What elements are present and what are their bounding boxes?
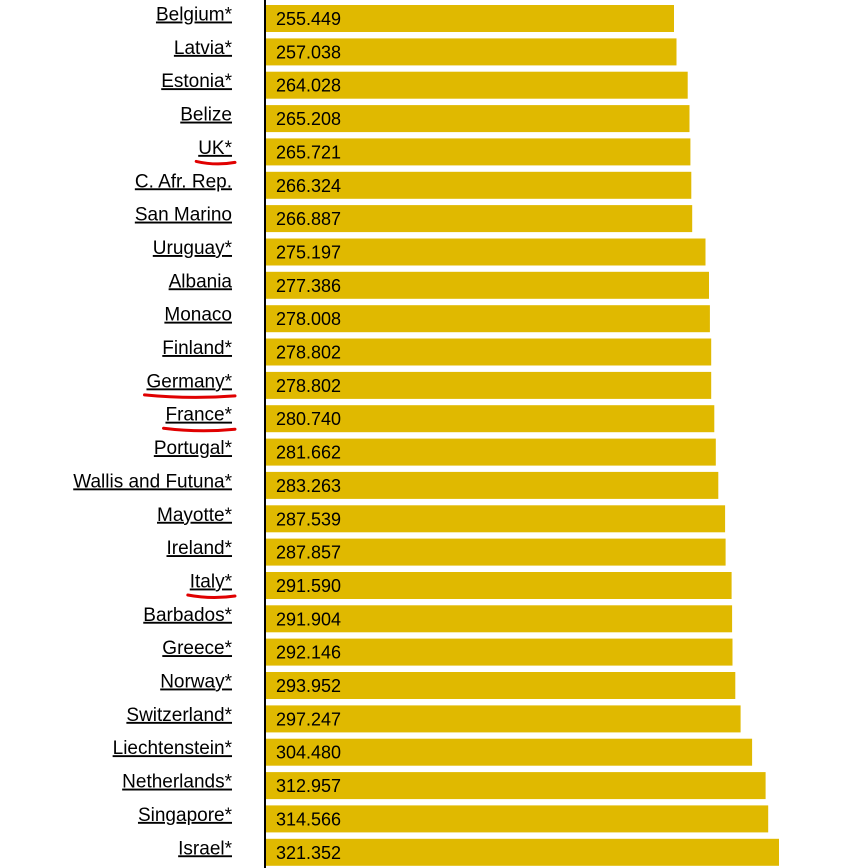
value-label-netherlands: 312.957 (276, 776, 341, 796)
country-label-albania: Albania (169, 271, 233, 292)
category-labels: Belgium* Latvia* Estonia* Belize UK* C. Afr.… (73, 5, 232, 860)
value-label-belize: 265.208 (276, 109, 341, 129)
value-label-france: 280.740 (276, 409, 341, 429)
bar-estonia (266, 71, 688, 99)
bar-switzerland (266, 705, 741, 733)
highlight-underline-germany (143, 393, 237, 399)
country-label-singapore: Singapore* (138, 805, 233, 826)
country-label-greece: Greece* (162, 638, 232, 659)
bar-finland (266, 338, 712, 366)
country-label-wallis-and-futuna: Wallis and Futuna* (73, 471, 232, 492)
country-label-finland: Finland* (162, 338, 232, 359)
country-label-belize: Belize (180, 105, 232, 126)
value-label-israel: 321.352 (276, 843, 341, 863)
country-label-mayotte: Mayotte* (157, 505, 233, 526)
value-label-san-marino: 266.887 (276, 209, 341, 229)
country-label-ireland: Ireland* (167, 538, 233, 559)
bar-israel (266, 838, 779, 866)
bar-portugal (266, 438, 716, 466)
bar-belize (266, 105, 690, 133)
country-label-norway: Norway* (160, 672, 232, 693)
country-label-estonia: Estonia* (161, 71, 232, 92)
bar-belgium (266, 5, 674, 32)
bar-italy (266, 572, 732, 599)
bar-san-marino (266, 205, 693, 233)
value-label-estonia: 264.028 (276, 76, 341, 96)
value-label-germany: 278.802 (276, 376, 341, 396)
bar-greece (266, 638, 733, 666)
value-label-ireland: 287.857 (276, 543, 341, 563)
country-label-switzerland: Switzerland* (126, 705, 232, 726)
value-label-mayotte: 287.539 (276, 509, 341, 529)
highlight-underline-italy (186, 593, 237, 599)
value-label-portugal: 281.662 (276, 443, 341, 463)
country-label-uruguay: Uruguay* (153, 238, 233, 259)
bar-ireland (266, 538, 726, 566)
country-label-c-afr-rep: C. Afr. Rep. (135, 171, 232, 192)
country-label-belgium: Belgium* (156, 5, 233, 26)
bars-layer: 255.449 257.038 264.028 265.208 265.721 266.3… (266, 5, 779, 866)
value-label-italy: 291.590 (276, 576, 341, 596)
value-label-finland: 278.802 (276, 343, 341, 363)
country-label-germany: Germany* (146, 371, 232, 392)
country-label-israel: Israel* (178, 838, 232, 859)
value-label-latvia: 257.038 (276, 42, 341, 62)
bar-mayotte (266, 505, 726, 533)
country-label-uk: UK* (198, 138, 232, 159)
bar-liechtenstein (266, 738, 753, 766)
value-label-liechtenstein: 304.480 (276, 743, 341, 763)
value-label-albania: 277.386 (276, 276, 341, 296)
value-label-uk: 265.721 (276, 142, 341, 162)
country-label-netherlands: Netherlands* (122, 772, 232, 793)
bar-monaco (266, 305, 710, 333)
value-label-switzerland: 297.247 (276, 709, 341, 729)
value-label-wallis-and-futuna: 283.263 (276, 476, 341, 496)
bar-wallis-and-futuna (266, 471, 719, 499)
bar-uk (266, 138, 691, 166)
bar-latvia (266, 38, 677, 66)
country-label-monaco: Monaco (164, 305, 232, 326)
country-label-france: France* (165, 405, 232, 426)
value-label-monaco: 278.008 (276, 309, 341, 329)
country-label-latvia: Latvia* (174, 38, 233, 59)
highlight-marks (143, 159, 237, 599)
bar-albania (266, 271, 709, 299)
value-label-norway: 293.952 (276, 676, 341, 696)
bar-singapore (266, 805, 769, 833)
bar-germany (266, 371, 712, 399)
value-label-uruguay: 275.197 (276, 243, 341, 263)
value-label-greece: 292.146 (276, 643, 341, 663)
country-label-italy: Italy* (190, 572, 233, 593)
country-label-san-marino: San Marino (135, 205, 232, 226)
value-label-barbados: 291.904 (276, 609, 341, 629)
bar-france (266, 405, 715, 433)
value-label-belgium: 255.449 (276, 9, 341, 29)
bar-netherlands (266, 772, 766, 800)
bar-norway (266, 672, 736, 699)
country-label-liechtenstein: Liechtenstein* (113, 738, 233, 759)
highlight-underline-uk (194, 159, 237, 166)
country-label-barbados: Barbados* (143, 605, 232, 626)
bar-uruguay (266, 238, 706, 266)
value-label-c-afr-rep: 266.324 (276, 176, 341, 196)
value-label-singapore: 314.566 (276, 809, 341, 829)
highlight-underline-france (162, 426, 237, 433)
country-label-portugal: Portugal* (154, 438, 233, 459)
bar-c-afr-rep (266, 171, 692, 199)
bar-barbados (266, 605, 733, 633)
